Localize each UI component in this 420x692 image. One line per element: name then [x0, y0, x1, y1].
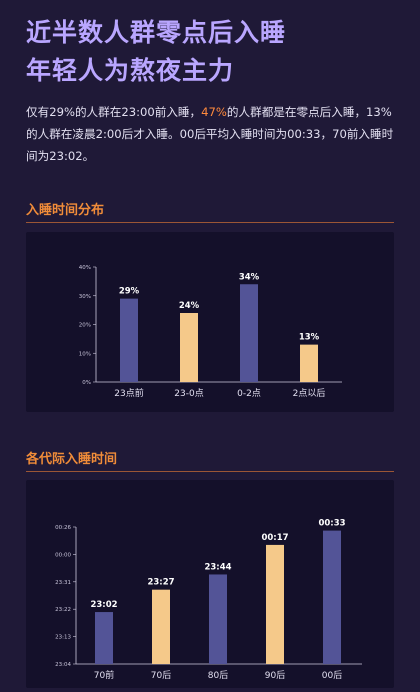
y-tick-label: 00:00 [55, 552, 71, 558]
chart2-divider [26, 471, 394, 472]
data-label: 24% [179, 301, 200, 311]
headline: 近半数人群零点后入睡 年轻人为熬夜主力 [26, 14, 286, 90]
headline-line-2: 年轻人为熬夜主力 [26, 56, 235, 85]
y-tick-label: 00:26 [55, 525, 71, 531]
y-tick-label: 10% [79, 351, 91, 357]
bar [180, 313, 198, 382]
bar [120, 298, 138, 382]
data-label: 29% [119, 287, 140, 297]
chart1-title: 入睡时间分布 [26, 203, 105, 218]
intro-text-2: 的人群都是在零点后入睡，13%的人群在凌晨2:00后才入睡。00后平均入睡时间为… [26, 105, 394, 163]
y-tick-label: 30% [79, 294, 91, 300]
data-label: 34% [239, 272, 260, 282]
headline-line-1: 近半数人群零点后入睡 [26, 18, 287, 47]
chart2-panel: 23:04 23:13 23:22 23:31 00:00 00:26 23:02 70前 23… [26, 480, 394, 688]
intro-text-1: 仅有29%的人群在23:00前入睡， [26, 105, 202, 119]
y-tick-label: 40% [79, 265, 91, 271]
chart1-panel: 0% 10% 20% 30% 40% 29% 23点前 24% 23-0点 34% 0-2点 13% 2… [26, 232, 394, 412]
y-tick-label: 23:13 [55, 635, 71, 641]
data-label: 23:27 [147, 578, 174, 588]
chart2-svg: 23:04 23:13 23:22 23:31 00:00 00:26 23:02 70前 23… [55, 519, 362, 681]
y-tick-label: 20% [79, 323, 91, 329]
data-label: 23:02 [90, 600, 117, 610]
y-tick-label: 23:04 [55, 662, 71, 668]
data-label: 13% [299, 333, 320, 343]
x-tick-label: 70后 [151, 670, 171, 681]
data-label: 00:33 [318, 519, 345, 529]
bar [95, 612, 113, 664]
x-tick-label: 00后 [322, 670, 342, 681]
intro-highlight: 47% [201, 105, 227, 119]
x-tick-label: 23点前 [114, 387, 143, 399]
x-tick-label: 0-2点 [237, 388, 261, 399]
bar [266, 544, 284, 664]
bar [300, 344, 318, 382]
x-tick-label: 70前 [94, 669, 114, 681]
chart1-divider [26, 222, 394, 223]
x-tick-label: 90后 [265, 670, 285, 681]
x-tick-label: 2点以后 [293, 388, 326, 399]
y-tick-label: 23:22 [55, 607, 71, 613]
bar [152, 589, 170, 664]
x-tick-label: 23-0点 [174, 388, 203, 399]
y-tick-label: 23:31 [55, 580, 71, 586]
chart1-svg: 0% 10% 20% 30% 40% 29% 23点前 24% 23-0点 34% 0-2点 13% 2… [79, 265, 342, 399]
data-label: 00:17 [261, 533, 288, 543]
data-label: 23:44 [204, 562, 231, 572]
intro-paragraph: 仅有29%的人群在23:00前入睡，47%的人群都是在零点后入睡，13%的人群在… [26, 101, 398, 167]
y-tick-label: 0% [82, 380, 91, 386]
chart2-title: 各代际入睡时间 [26, 452, 118, 467]
bar [323, 530, 341, 664]
x-tick-label: 80后 [208, 670, 228, 681]
bar [240, 284, 258, 382]
bar [209, 574, 227, 664]
